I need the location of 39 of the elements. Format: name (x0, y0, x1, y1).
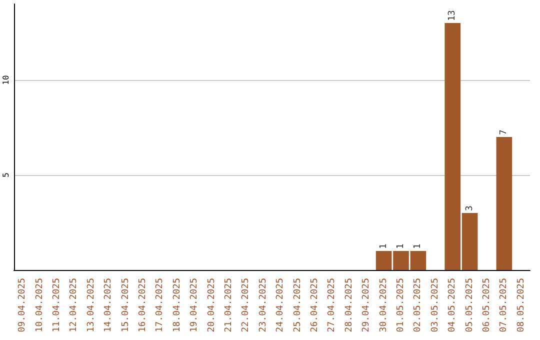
x-tick-label: 27.04.2025 (327, 278, 338, 332)
data-label: 1 (378, 244, 389, 249)
x-tick-label: 30.04.2025 (378, 278, 389, 332)
x-tick-label: 03.05.2025 (430, 278, 440, 332)
x-tick-label: 12.04.2025 (69, 278, 80, 332)
x-tick-label: 23.04.2025 (258, 278, 268, 332)
x-tick-label: 07.05.2025 (499, 278, 510, 332)
x-tick-label: 06.05.2025 (482, 278, 492, 332)
y-tick-label: 10 (2, 75, 10, 85)
data-label: 13 (448, 10, 458, 21)
x-tick-label: 11.04.2025 (52, 278, 62, 332)
x-tick-label: 28.04.2025 (344, 278, 354, 332)
x-tick-label: 19.04.2025 (190, 278, 200, 332)
x-tick-label: 16.04.2025 (138, 278, 148, 332)
x-tick-label: 20.04.2025 (206, 278, 217, 332)
x-tick-label: 18.04.2025 (172, 278, 182, 332)
x-tick-label: 24.04.2025 (276, 278, 286, 332)
y-tick-label: 5 (2, 172, 10, 178)
x-tick-label: 05.05.2025 (464, 278, 475, 332)
x-tick-label: 09.04.2025 (18, 278, 28, 332)
data-label: 7 (499, 130, 510, 135)
x-tick-label: 04.05.2025 (448, 278, 458, 332)
x-tick-label: 02.05.2025 (413, 278, 424, 332)
data-label: 1 (396, 244, 406, 249)
x-tick-label: 08.05.2025 (516, 278, 526, 332)
x-tick-label: 26.04.2025 (310, 278, 320, 332)
x-tick-label: 13.04.2025 (86, 278, 96, 332)
x-tick-label: 15.04.2025 (120, 278, 131, 332)
x-tick-label: 01.05.2025 (396, 278, 406, 332)
x-tick-label: 22.04.2025 (241, 278, 252, 332)
data-label: 3 (464, 206, 475, 211)
x-tick-label: 25.04.2025 (292, 278, 303, 332)
x-tick-label: 14.04.2025 (104, 278, 114, 332)
bar (496, 137, 512, 270)
data-label: 1 (413, 244, 424, 249)
x-tick-label: 17.04.2025 (155, 278, 166, 332)
x-tick-label: 21.04.2025 (224, 278, 234, 332)
x-tick-label: 29.04.2025 (362, 278, 372, 332)
x-tick-label: 10.04.2025 (34, 278, 45, 332)
